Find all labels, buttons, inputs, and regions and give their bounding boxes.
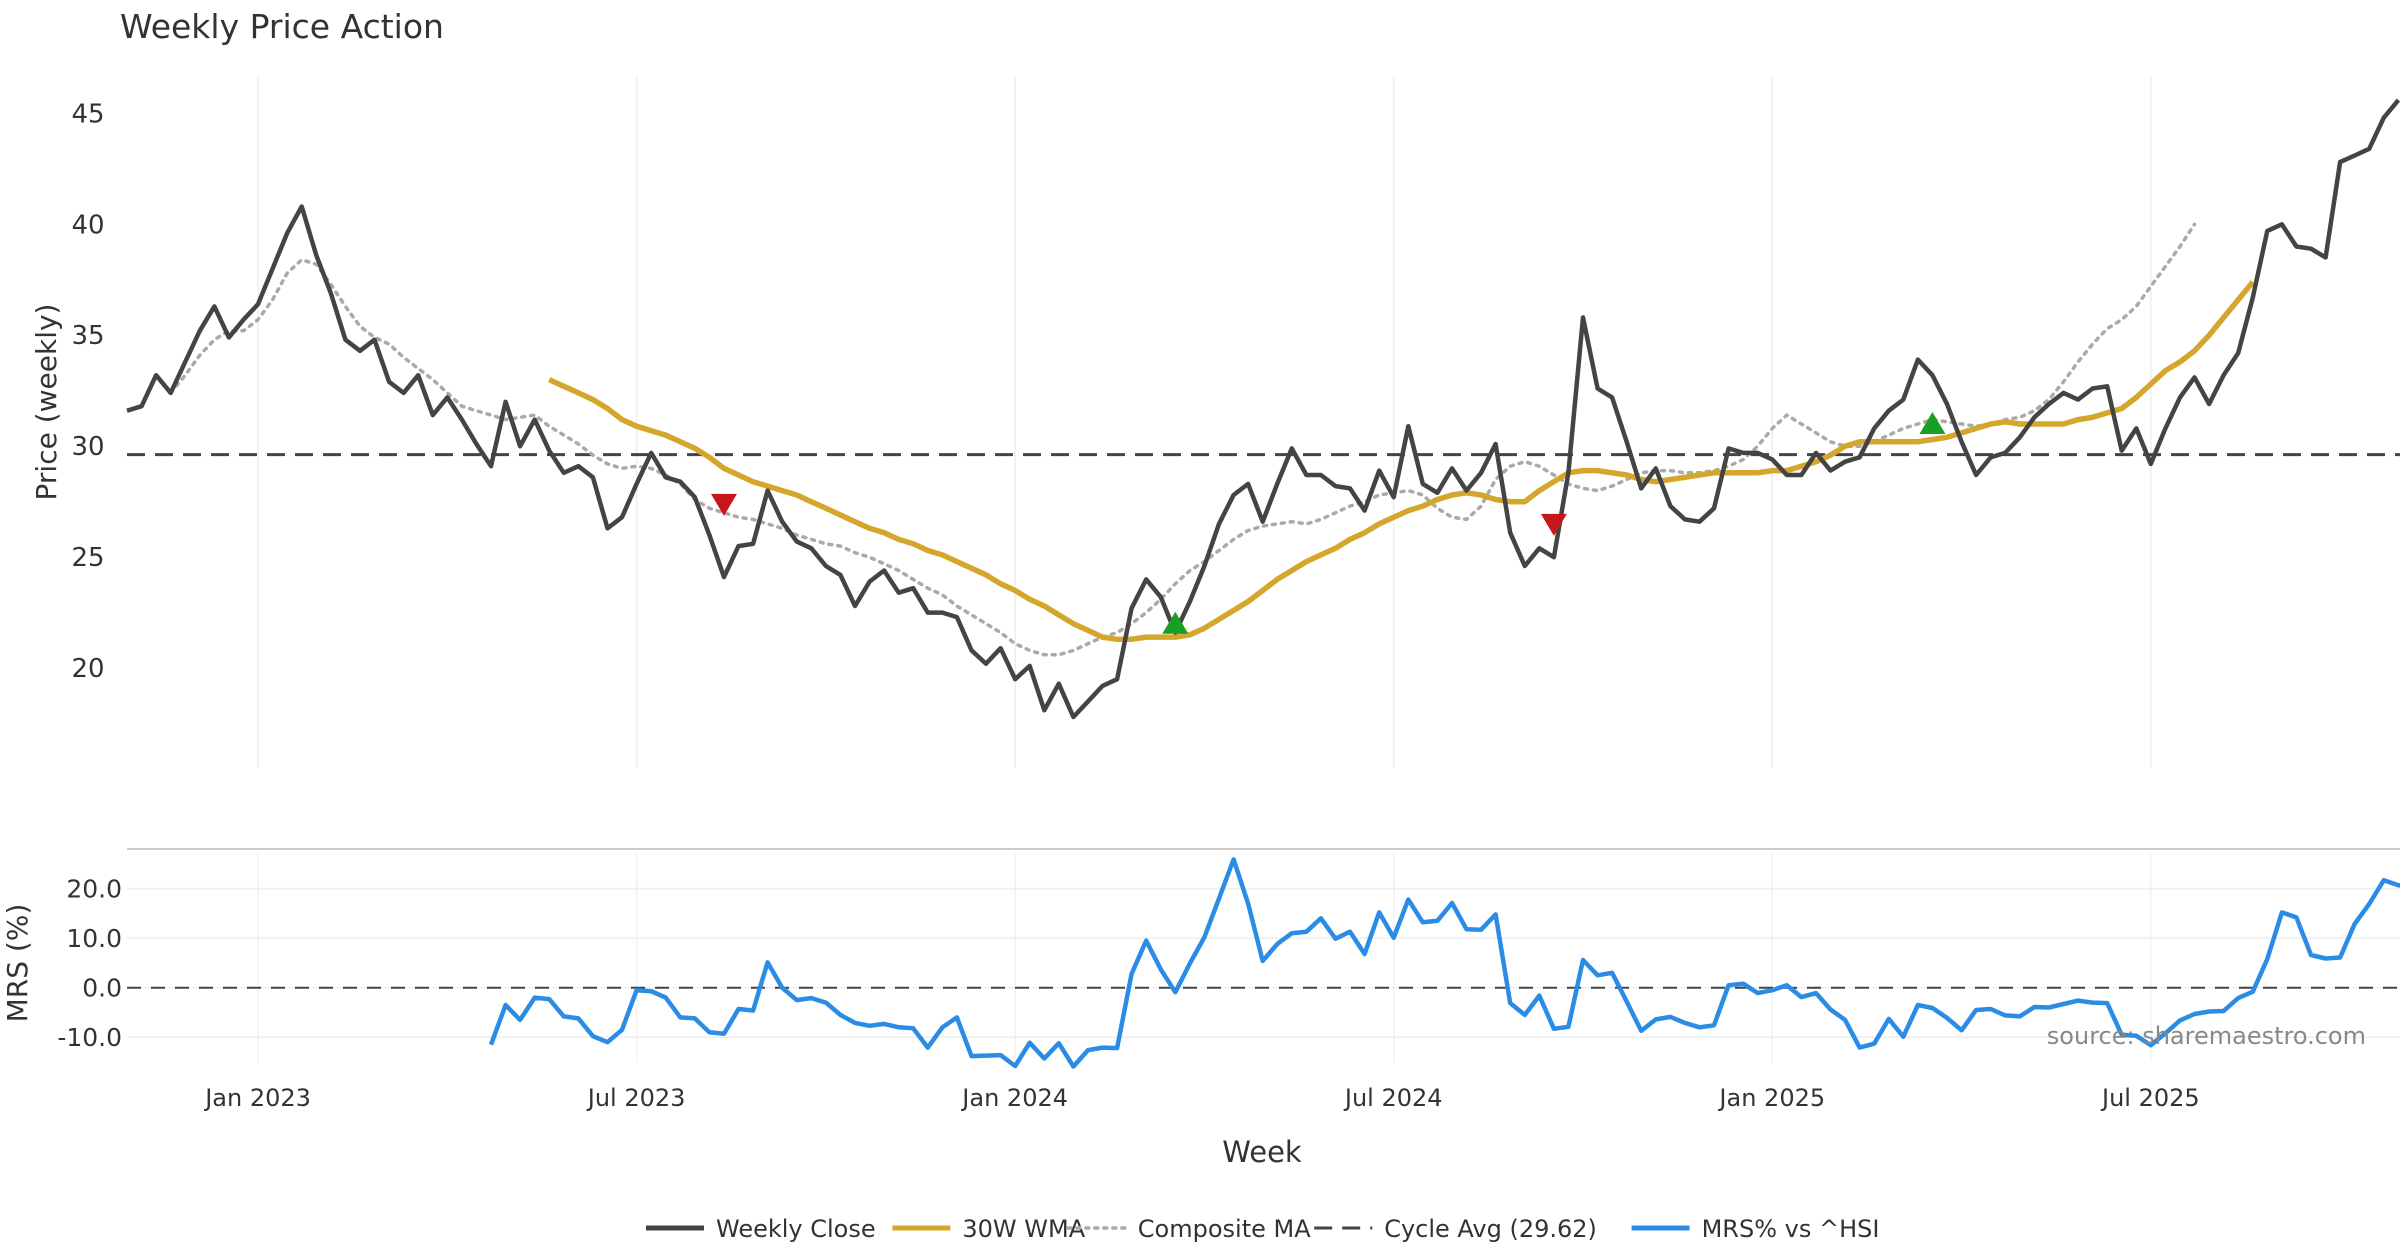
x-tick-label: Jul 2025 [2100, 1084, 2200, 1112]
mrs-gridlines [127, 853, 2400, 1062]
price-y-tick-label: 35 [71, 321, 104, 351]
mrs-panel: -10.0 0.0 10.0 20.0 MRS (%) source: sharema… [1, 848, 2400, 1069]
mrs-y-tick-label: 0.0 [82, 974, 122, 1003]
signal-markers [710, 412, 1946, 634]
legend: Weekly Close 30W WMA Composite MA Cycle Avg… [646, 1215, 1879, 1243]
legend-label: Composite MA [1138, 1215, 1311, 1243]
price-y-tick-label: 45 [71, 99, 104, 129]
weekly-close-line [126, 98, 2400, 720]
sell-signal-marker [1540, 513, 1567, 536]
legend-label: Weekly Close [716, 1215, 876, 1243]
mrs-y-tick-label: 10.0 [66, 924, 122, 953]
x-tick-label: Jan 2024 [960, 1084, 1068, 1112]
mrs-y-ticks: -10.0 0.0 10.0 20.0 [57, 875, 122, 1053]
legend-label: MRS% vs ^HSI [1702, 1215, 1880, 1243]
mrs-y-axis-label: MRS (%) [1, 904, 34, 1023]
wma-30w-line [548, 280, 2255, 643]
price-y-axis-label: Price (weekly) [30, 304, 63, 501]
mrs-y-tick-label: -10.0 [57, 1023, 122, 1052]
price-gridlines [257, 76, 2152, 768]
price-panel: 20 25 30 35 40 45 Price (weekly) [30, 76, 2400, 768]
x-tick-label: Jan 2025 [1717, 1084, 1825, 1112]
x-axis-ticks: Jan 2023 Jul 2023 Jan 2024 Jul 2024 Jan 2025… [203, 1084, 2199, 1112]
x-tick-label: Jul 2023 [586, 1084, 686, 1112]
legend-item: Composite MA [1066, 1215, 1311, 1243]
buy-signal-marker [1919, 412, 1946, 434]
source-annotation: source: sharemaestro.com [2047, 1022, 2366, 1050]
legend-label: 30W WMA [962, 1215, 1085, 1243]
legend-item: 30W WMA [892, 1215, 1086, 1243]
price-y-tick-label: 40 [71, 210, 104, 240]
legend-label: Cycle Avg (29.62) [1384, 1215, 1597, 1243]
mrs-line [488, 857, 2400, 1069]
price-y-tick-label: 25 [71, 543, 104, 573]
price-y-ticks: 20 25 30 35 40 45 [71, 99, 104, 684]
mrs-y-tick-label: 20.0 [66, 875, 122, 904]
price-y-tick-label: 20 [71, 654, 104, 684]
buy-signal-marker [1162, 611, 1189, 634]
legend-item: Weekly Close [646, 1215, 876, 1243]
legend-item: Cycle Avg (29.62) [1314, 1215, 1597, 1243]
x-tick-label: Jan 2023 [203, 1084, 311, 1112]
price-y-tick-label: 30 [71, 432, 104, 462]
legend-item: MRS% vs ^HSI [1631, 1215, 1880, 1243]
x-tick-label: Jul 2024 [1343, 1084, 1443, 1112]
x-axis-label: Week [1222, 1135, 1302, 1169]
composite-ma-line [168, 222, 2197, 657]
sell-signal-marker [710, 493, 737, 516]
chart-title: Weekly Price Action [120, 7, 444, 46]
